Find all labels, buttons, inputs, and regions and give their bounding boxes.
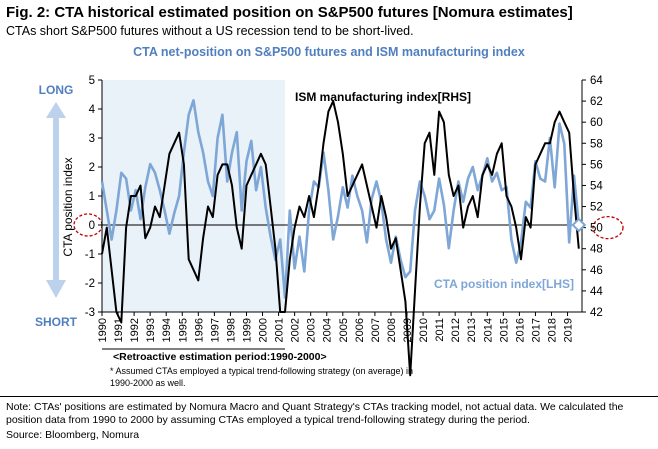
short-label: SHORT [35, 315, 78, 329]
figure-source: Source: Bloomberg, Nomura [6, 429, 140, 441]
x-tick-label: 1994 [161, 318, 173, 342]
x-tick-label: 2007 [370, 318, 382, 342]
arrow-head-down [46, 280, 66, 298]
left-tick-label: 1 [89, 191, 95, 203]
arrow-shaft [53, 116, 59, 282]
cta-ism-chart: -3 -2 -1 0 1 2 3 4 5 42 44 46 48 50 52 54 56 58 60 62 64 19… [35, 75, 624, 388]
right-tick-label: 64 [590, 75, 603, 87]
x-tick-label: 2003 [306, 318, 318, 342]
figure-subtitle: CTAs short S&P500 futures without a US r… [6, 24, 414, 38]
x-tick-label: 2016 [514, 318, 526, 342]
x-tick-label: 2004 [322, 318, 334, 342]
x-tick-label: 1992 [129, 318, 141, 342]
x-tick-label: 2000 [258, 318, 270, 342]
left-axis-title: CTA position index [61, 157, 75, 256]
x-tick-label: 2014 [482, 318, 494, 342]
right-tick-label: 56 [590, 159, 603, 171]
right-tick-label: 46 [590, 265, 603, 277]
left-tick-label: 4 [89, 104, 96, 116]
left-tick-label: 5 [89, 75, 95, 87]
x-tick-label: 1991 [113, 318, 125, 342]
right-tick-label: 50 [590, 223, 603, 235]
left-tick-label: -2 [85, 278, 95, 290]
long-short-arrow [46, 102, 66, 298]
x-tick-label: 1998 [225, 318, 237, 342]
cta-endpoint-diamond [571, 217, 587, 233]
x-tick-label: 2019 [563, 318, 575, 342]
x-tick-label: 2005 [338, 318, 350, 342]
left-tick-label: 3 [89, 133, 95, 145]
long-label: LONG [39, 83, 74, 97]
figure-title: Fig. 2: CTA historical estimated positio… [6, 4, 573, 21]
x-tick-label: 2001 [274, 318, 286, 342]
x-tick-label: 2010 [418, 318, 430, 342]
arrow-head-up [46, 102, 66, 118]
ism-manufacturing-series-line [101, 100, 580, 377]
x-tick-label: 1999 [241, 318, 253, 342]
left-tick-label: 0 [89, 220, 95, 232]
x-tick-label: 2013 [466, 318, 478, 342]
right-tick-label: 44 [590, 286, 603, 298]
retroactive-period-label: <Retroactive estimation period:1990-2000… [113, 351, 327, 363]
x-tick-label: 2011 [434, 318, 446, 342]
right-tick-label: 60 [590, 117, 603, 129]
right-tick-label: 62 [590, 96, 603, 108]
left-axis-ticks: -3 -2 -1 0 1 2 3 4 5 [85, 75, 102, 319]
assumption-note-line-1: * Assumed CTAs employed a typical trend-… [110, 366, 413, 376]
cta-position-series-line [100, 99, 581, 299]
x-tick-label: 2017 [530, 318, 542, 342]
x-tick-label: 2006 [354, 318, 366, 342]
assumption-note-line-2: 1990-2000 as well. [110, 378, 186, 388]
x-tick-label: 2002 [290, 318, 302, 342]
left-tick-label: -3 [85, 307, 95, 319]
x-tick-label: 1990 [97, 318, 109, 342]
x-tick-label: 2008 [386, 318, 398, 342]
x-tick-label: 1996 [193, 318, 205, 342]
right-tick-label: 54 [590, 180, 603, 192]
ism-series-label: ISM manufacturing index[RHS] [295, 90, 471, 104]
fifty-ring-right-shape [592, 215, 624, 240]
chart-title: CTA net-position on S&P500 futures and I… [133, 45, 525, 59]
right-tick-label: 58 [590, 138, 603, 150]
right-tick-label: 48 [590, 244, 603, 256]
right-tick-label: 42 [590, 307, 603, 319]
note-divider [0, 396, 658, 397]
fifty-marker-right [592, 215, 624, 240]
x-tick-label: 1995 [177, 318, 189, 342]
right-tick-label: 52 [590, 202, 603, 214]
x-tick-label: 1993 [145, 318, 157, 342]
left-tick-label: -1 [85, 249, 95, 261]
x-tick-label: 1997 [209, 318, 221, 342]
x-axis-ticks: 1990 1991 1992 1993 1994 1995 1996 1997 1998 1999… [97, 312, 575, 342]
cta-series-label: CTA position index[LHS] [434, 277, 574, 291]
right-axis-ticks: 42 44 46 48 50 52 54 56 58 60 62 64 [582, 75, 603, 319]
left-tick-label: 2 [89, 162, 95, 174]
figure-note: Note: CTAs' positions are estimated by N… [6, 401, 624, 426]
x-tick-label: 2015 [498, 318, 510, 342]
x-tick-label: 2012 [450, 318, 462, 342]
x-tick-label: 2018 [546, 318, 558, 342]
